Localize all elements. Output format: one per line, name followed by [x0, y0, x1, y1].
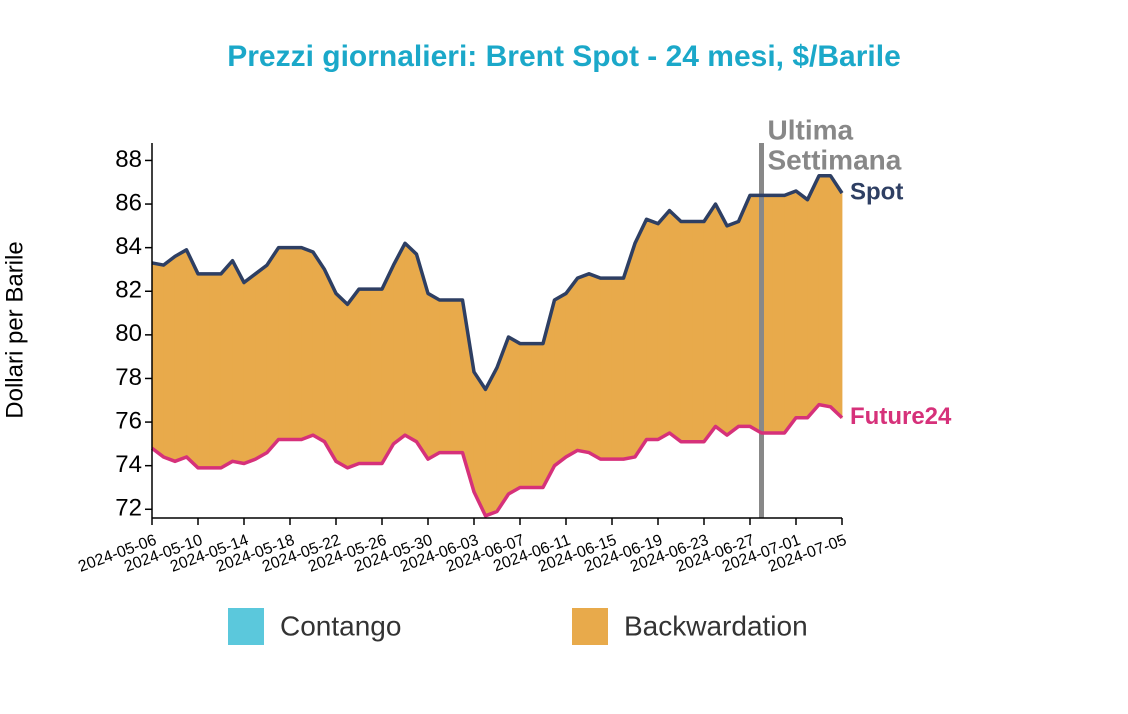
spread-area — [657, 209, 670, 441]
spread-area — [703, 202, 716, 443]
annotation-text: Ultima — [768, 114, 854, 145]
spread-area — [577, 273, 590, 454]
spread-area — [565, 276, 578, 458]
series-label: Spot — [850, 178, 903, 205]
spread-area — [324, 269, 337, 463]
y-axis-label: Dollari per Barile — [1, 241, 28, 418]
spread-area — [404, 242, 417, 443]
legend-swatch — [228, 608, 264, 645]
y-tick-label: 82 — [115, 277, 142, 304]
spread-area — [174, 249, 187, 462]
legend-label: Backwardation — [624, 610, 808, 641]
spread-area — [186, 249, 199, 469]
spread-area — [646, 218, 659, 440]
spread-area — [289, 247, 302, 440]
y-tick-label: 72 — [115, 495, 142, 522]
spread-area — [358, 288, 371, 464]
spread-area — [209, 273, 222, 469]
spread-area — [232, 260, 245, 464]
spread-area — [312, 250, 325, 443]
spread-area — [588, 273, 601, 460]
spread-area — [151, 262, 164, 458]
y-tick-label: 80 — [115, 320, 142, 347]
spread-area — [335, 292, 348, 469]
spread-area — [381, 264, 394, 465]
spread-area — [370, 288, 383, 464]
spread-area — [600, 277, 613, 460]
spread-area — [197, 273, 210, 469]
spread-area — [450, 299, 463, 453]
spread-area — [163, 255, 176, 462]
spread-area — [726, 220, 739, 436]
spread-area — [255, 264, 268, 460]
spread-area — [301, 247, 314, 441]
legend-label: Contango — [280, 610, 401, 641]
spread-area — [715, 203, 728, 436]
spread-area — [439, 299, 452, 453]
spread-area — [818, 175, 831, 408]
spread-area — [634, 219, 647, 459]
spread-area — [784, 190, 797, 435]
spread-area — [772, 194, 785, 434]
y-tick-label: 86 — [115, 189, 142, 216]
spread-area — [393, 243, 406, 445]
y-tick-label: 76 — [115, 407, 142, 434]
spread-area — [680, 221, 693, 443]
spread-area — [519, 343, 532, 488]
spread-area — [266, 246, 279, 454]
spread-area — [738, 195, 751, 427]
series-line — [151, 173, 844, 392]
spread-area — [243, 273, 256, 465]
y-tick-label: 78 — [115, 364, 142, 391]
spread-area — [807, 175, 820, 419]
spread-area — [531, 343, 544, 488]
series-line — [150, 402, 844, 518]
spread-area — [692, 221, 705, 443]
spread-area — [795, 190, 808, 419]
annotation-text: Settimana — [768, 144, 902, 175]
y-tick-label: 84 — [115, 233, 142, 260]
spread-area — [427, 292, 440, 460]
chart-title: Prezzi giornalieri: Brent Spot - 24 mesi… — [227, 40, 901, 73]
spread-area — [830, 174, 843, 419]
legend-swatch — [572, 608, 608, 645]
spread-area — [278, 247, 291, 440]
spread-area — [554, 292, 567, 467]
spread-area — [347, 287, 360, 469]
y-tick-label: 74 — [115, 451, 142, 478]
spread-area — [669, 209, 682, 443]
spread-area — [611, 277, 624, 460]
spread-area — [220, 259, 233, 469]
series-label: Future24 — [850, 403, 952, 430]
spread-area — [508, 336, 521, 495]
y-tick-label: 88 — [115, 146, 142, 173]
